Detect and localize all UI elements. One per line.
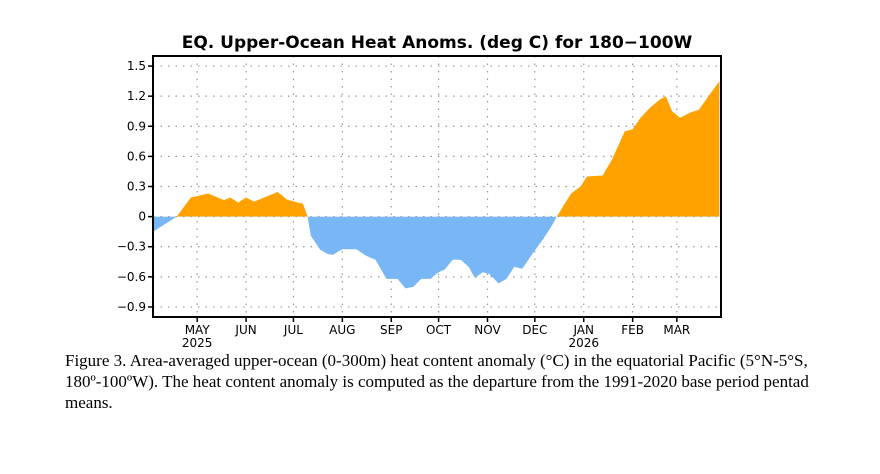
y-tick-label: 1.5 (127, 59, 146, 73)
y-axis: 1.5 1.2 0.9 0.6 0.3 0 −0.3 −0.6 −0.9 (117, 59, 153, 314)
negative-anomaly-area (153, 216, 720, 289)
x-tick-year: 2025 (182, 336, 213, 350)
figure-caption: Figure 3. Area-averaged upper-ocean (0-3… (65, 351, 809, 412)
x-tick-label: SEP (380, 323, 402, 337)
x-tick-label: JUN (234, 323, 256, 337)
y-tick-label: −0.6 (117, 270, 146, 284)
y-tick-label: −0.3 (117, 240, 146, 254)
x-tick-label: DEC (522, 323, 547, 337)
positive-anomaly-area (153, 81, 720, 217)
x-tick-label: JAN (572, 323, 594, 337)
x-tick-year: 2026 (568, 336, 599, 350)
x-tick-label: JUL (283, 323, 303, 337)
y-tick-label: 1.2 (127, 89, 146, 103)
y-tick-label: 0.3 (127, 180, 146, 194)
chart-title: EQ. Upper-Ocean Heat Anoms. (deg C) for … (182, 33, 693, 53)
x-tick-label: NOV (474, 323, 501, 337)
x-tick-label: FEB (621, 323, 644, 337)
x-tick-label: MAR (663, 323, 690, 337)
x-tick-label: OCT (426, 323, 452, 337)
y-tick-label: −0.9 (117, 300, 146, 314)
y-tick-label: 0 (138, 210, 146, 224)
heat-anomaly-chart: EQ. Upper-Ocean Heat Anoms. (deg C) for … (117, 33, 722, 350)
x-tick-label: MAY (185, 323, 211, 337)
x-tick-label: AUG (329, 323, 355, 337)
y-tick-label: 0.6 (127, 149, 146, 163)
area-fills (153, 81, 720, 289)
y-tick-label: 0.9 (127, 119, 146, 133)
